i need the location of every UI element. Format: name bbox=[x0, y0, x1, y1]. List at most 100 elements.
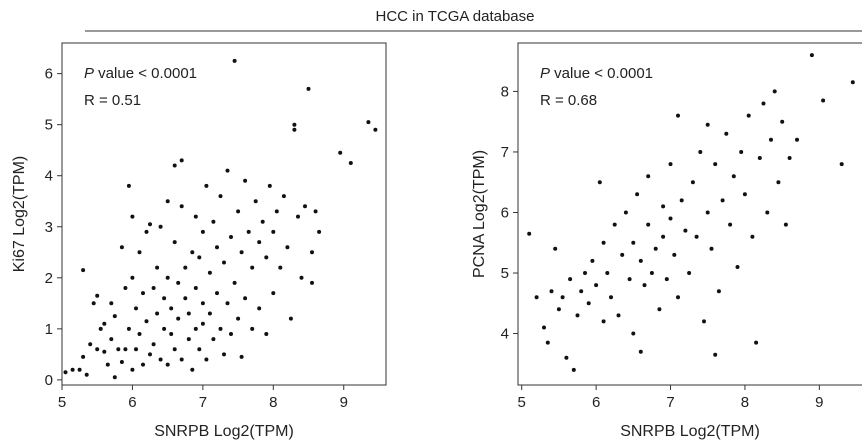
data-point bbox=[193, 286, 198, 290]
data-point bbox=[568, 277, 573, 282]
data-point bbox=[702, 319, 706, 324]
data-point bbox=[70, 367, 75, 372]
data-point bbox=[95, 347, 100, 352]
data-point bbox=[306, 86, 311, 91]
data-point bbox=[560, 295, 565, 300]
data-point bbox=[102, 321, 107, 326]
data-point bbox=[292, 122, 297, 127]
data-point bbox=[683, 228, 688, 233]
data-point bbox=[236, 316, 241, 321]
data-point bbox=[218, 194, 223, 199]
data-point bbox=[197, 255, 202, 260]
data-point bbox=[190, 367, 195, 372]
y-tick-label: 1 bbox=[45, 321, 53, 338]
data-point bbox=[197, 347, 202, 352]
data-point bbox=[232, 58, 237, 63]
data-point bbox=[250, 265, 255, 270]
data-point bbox=[222, 260, 226, 265]
data-point bbox=[527, 231, 532, 236]
x-axis-label: SNRPB Log2(TPM) bbox=[620, 423, 760, 440]
data-point bbox=[207, 270, 212, 275]
data-point bbox=[207, 311, 212, 316]
data-point bbox=[348, 161, 353, 165]
data-point bbox=[215, 245, 219, 250]
data-point bbox=[735, 265, 740, 269]
y-tick-label: 5 bbox=[45, 117, 53, 134]
data-point bbox=[720, 198, 725, 203]
data-point bbox=[549, 289, 554, 294]
data-point bbox=[158, 357, 163, 362]
y-tick-label: 8 bbox=[501, 83, 509, 100]
data-point bbox=[597, 180, 602, 185]
data-point bbox=[694, 234, 699, 239]
data-point bbox=[620, 252, 625, 257]
data-point bbox=[317, 229, 322, 234]
y-axis-label: PCNA Log2(TPM) bbox=[471, 150, 488, 278]
data-point bbox=[638, 258, 643, 263]
y-tick-label: 0 bbox=[45, 372, 53, 389]
data-point bbox=[126, 183, 131, 188]
data-point bbox=[754, 340, 759, 345]
data-point bbox=[91, 301, 96, 306]
data-point bbox=[646, 222, 651, 227]
data-point bbox=[243, 296, 248, 301]
data-point bbox=[264, 332, 269, 336]
data-point bbox=[134, 347, 138, 352]
points-group bbox=[527, 53, 855, 372]
data-point bbox=[795, 137, 799, 142]
data-point bbox=[271, 291, 276, 296]
plot-frame bbox=[517, 42, 862, 386]
data-point bbox=[271, 229, 276, 234]
data-point bbox=[821, 98, 826, 103]
x-tick-label: 6 bbox=[128, 394, 136, 411]
data-point bbox=[77, 367, 82, 372]
x-tick-label: 5 bbox=[518, 394, 526, 411]
data-point bbox=[257, 306, 262, 311]
data-point bbox=[728, 222, 733, 227]
data-point bbox=[112, 375, 117, 380]
data-point bbox=[631, 331, 636, 336]
x-tick-label: 5 bbox=[58, 394, 66, 411]
data-point bbox=[664, 277, 669, 282]
data-point bbox=[204, 183, 209, 188]
data-point bbox=[787, 156, 792, 160]
data-point bbox=[102, 349, 107, 354]
data-point bbox=[809, 53, 814, 58]
plot-frame bbox=[61, 42, 387, 386]
data-point bbox=[225, 168, 230, 173]
points-group bbox=[63, 58, 378, 380]
data-point bbox=[116, 347, 121, 352]
data-point bbox=[742, 192, 747, 197]
x-axis-ticks: 5 6 7 8 9 bbox=[58, 385, 348, 411]
data-point bbox=[134, 306, 138, 311]
data-point bbox=[112, 314, 117, 319]
x-tick-label: 8 bbox=[741, 394, 749, 411]
data-point bbox=[218, 326, 223, 331]
data-point bbox=[236, 209, 241, 214]
data-point bbox=[313, 209, 318, 214]
data-point bbox=[780, 119, 785, 124]
data-point bbox=[264, 255, 269, 260]
data-point bbox=[239, 250, 244, 255]
data-point bbox=[81, 268, 86, 273]
data-point bbox=[250, 326, 255, 331]
data-point bbox=[165, 275, 170, 280]
data-point bbox=[635, 192, 640, 197]
data-point bbox=[672, 252, 677, 257]
y-tick-label: 2 bbox=[45, 270, 53, 287]
data-point bbox=[172, 347, 177, 352]
data-point bbox=[148, 222, 152, 227]
data-point bbox=[646, 174, 651, 179]
data-point bbox=[579, 289, 584, 294]
data-point bbox=[534, 295, 539, 300]
data-point bbox=[95, 293, 100, 298]
data-point bbox=[126, 326, 131, 331]
data-point bbox=[179, 357, 184, 362]
y-axis-ticks: 0 1 2 3 4 5 6 bbox=[45, 66, 62, 389]
data-point bbox=[179, 204, 184, 209]
data-point bbox=[239, 354, 244, 359]
data-point bbox=[839, 162, 844, 167]
data-point bbox=[169, 306, 174, 311]
data-point bbox=[765, 210, 770, 215]
